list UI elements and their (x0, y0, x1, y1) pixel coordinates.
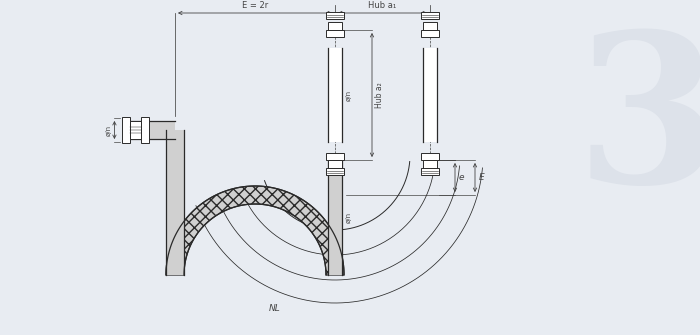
Text: E = 2r: E = 2r (242, 1, 268, 10)
Bar (326, 168, 344, 175)
Text: 3: 3 (575, 24, 700, 225)
Polygon shape (166, 186, 344, 275)
Bar (421, 30, 439, 37)
Bar (423, 160, 437, 168)
Bar (421, 168, 439, 175)
Bar (326, 12, 344, 19)
Bar (328, 48, 342, 142)
Text: ø/n: ø/n (346, 89, 352, 100)
Bar (166, 130, 184, 275)
Bar (328, 22, 342, 30)
Bar (130, 121, 141, 139)
Bar (328, 160, 342, 275)
Bar (421, 153, 439, 160)
Text: ø/n: ø/n (346, 212, 352, 223)
Text: Hub a₂: Hub a₂ (375, 82, 384, 108)
Text: e: e (459, 173, 465, 182)
Bar (122, 117, 130, 143)
Bar (130, 121, 175, 139)
Bar (326, 30, 344, 37)
Text: NL: NL (269, 304, 281, 313)
Bar (326, 153, 344, 160)
Bar (141, 117, 149, 143)
Bar (423, 22, 437, 30)
Bar (328, 160, 342, 168)
Text: ø/n: ø/n (106, 124, 111, 136)
Bar (421, 12, 439, 19)
Text: Hub a₁: Hub a₁ (368, 1, 397, 10)
Bar (423, 48, 437, 142)
Text: E: E (479, 173, 484, 182)
